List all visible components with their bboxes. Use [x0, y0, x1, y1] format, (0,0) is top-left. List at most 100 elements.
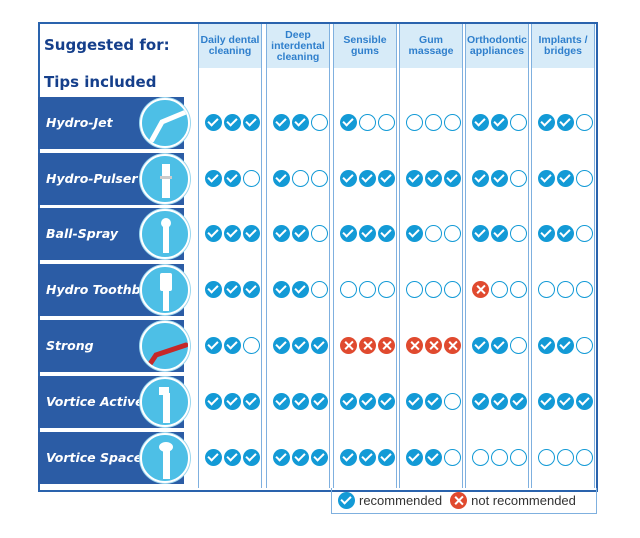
- rating-cell: [205, 449, 260, 466]
- rating-cell: [406, 393, 461, 410]
- empty-circle-icon: [576, 337, 593, 354]
- empty-circle-icon: [444, 393, 461, 410]
- tips-included-heading: Tips included: [44, 73, 157, 91]
- rating-cell: [273, 449, 328, 466]
- rating-cell: [273, 114, 328, 131]
- check-icon: [340, 170, 357, 187]
- rating-cell: [406, 449, 461, 466]
- legend-recommended: recommended: [359, 493, 443, 508]
- empty-circle-icon: [491, 449, 508, 466]
- rating-cell: [340, 393, 395, 410]
- empty-circle-icon: [576, 114, 593, 131]
- rating-cell: [538, 393, 593, 410]
- check-icon: [557, 393, 574, 410]
- suggested-for-heading: Suggested for:: [44, 36, 170, 54]
- check-icon: [425, 170, 442, 187]
- empty-circle-icon: [557, 281, 574, 298]
- check-icon: [425, 393, 442, 410]
- check-icon: [292, 337, 309, 354]
- check-icon: [273, 114, 290, 131]
- check-icon: [340, 393, 357, 410]
- rating-cell: [205, 170, 260, 187]
- rating-cell: [472, 449, 527, 466]
- empty-circle-icon: [576, 449, 593, 466]
- check-icon: [538, 114, 555, 131]
- cross-icon: [340, 337, 357, 354]
- empty-circle-icon: [406, 281, 423, 298]
- rating-cell: [538, 114, 593, 131]
- check-icon: [205, 114, 222, 131]
- rating-cell: [340, 114, 395, 131]
- rating-cell: [538, 337, 593, 354]
- empty-circle-icon: [576, 225, 593, 242]
- rating-cell: [340, 281, 395, 298]
- check-icon: [538, 170, 555, 187]
- check-icon: [472, 170, 489, 187]
- rating-cell: [472, 337, 527, 354]
- column-band: [198, 24, 262, 488]
- check-icon: [472, 114, 489, 131]
- check-icon: [205, 337, 222, 354]
- rating-cell: [205, 225, 260, 242]
- check-icon: [205, 449, 222, 466]
- check-icon: [292, 225, 309, 242]
- check-icon: [340, 114, 357, 131]
- check-icon: [472, 337, 489, 354]
- check-icon: [538, 337, 555, 354]
- rating-cell: [538, 170, 593, 187]
- column-band: [465, 24, 529, 488]
- tip-image: [140, 209, 190, 259]
- empty-circle-icon: [243, 170, 260, 187]
- check-icon: [359, 170, 376, 187]
- rating-cell: [538, 281, 593, 298]
- rating-cell: [472, 225, 527, 242]
- check-icon: [224, 170, 241, 187]
- tip-image: [140, 433, 190, 483]
- check-icon: [406, 393, 423, 410]
- rating-cell: [472, 281, 527, 298]
- empty-circle-icon: [576, 170, 593, 187]
- empty-circle-icon: [510, 281, 527, 298]
- check-icon: [311, 449, 328, 466]
- empty-circle-icon: [292, 170, 309, 187]
- empty-circle-icon: [538, 281, 555, 298]
- check-icon: [406, 449, 423, 466]
- tip-image: [140, 154, 190, 204]
- check-icon: [557, 337, 574, 354]
- empty-circle-icon: [340, 281, 357, 298]
- column-band: [399, 24, 463, 488]
- empty-circle-icon: [311, 281, 328, 298]
- check-icon: [273, 225, 290, 242]
- column-band: [531, 24, 595, 488]
- check-icon: [557, 170, 574, 187]
- check-icon: [491, 170, 508, 187]
- check-icon: [338, 492, 355, 509]
- empty-circle-icon: [510, 225, 527, 242]
- check-icon: [243, 449, 260, 466]
- empty-circle-icon: [311, 170, 328, 187]
- rating-cell: [273, 337, 328, 354]
- rating-cell: [205, 281, 260, 298]
- empty-circle-icon: [510, 170, 527, 187]
- check-icon: [243, 114, 260, 131]
- column-header: Sensible gums: [334, 24, 396, 68]
- check-icon: [273, 393, 290, 410]
- cross-icon: [444, 337, 461, 354]
- check-icon: [273, 281, 290, 298]
- tip-image: [140, 377, 190, 427]
- empty-circle-icon: [510, 337, 527, 354]
- empty-circle-icon: [359, 114, 376, 131]
- rating-cell: [538, 449, 593, 466]
- empty-circle-icon: [311, 225, 328, 242]
- check-icon: [205, 281, 222, 298]
- check-icon: [425, 449, 442, 466]
- rating-cell: [205, 393, 260, 410]
- rating-cell: [273, 281, 328, 298]
- empty-circle-icon: [311, 114, 328, 131]
- rating-cell: [340, 170, 395, 187]
- rating-cell: [205, 337, 260, 354]
- empty-circle-icon: [538, 449, 555, 466]
- check-icon: [491, 225, 508, 242]
- check-icon: [273, 449, 290, 466]
- check-icon: [224, 225, 241, 242]
